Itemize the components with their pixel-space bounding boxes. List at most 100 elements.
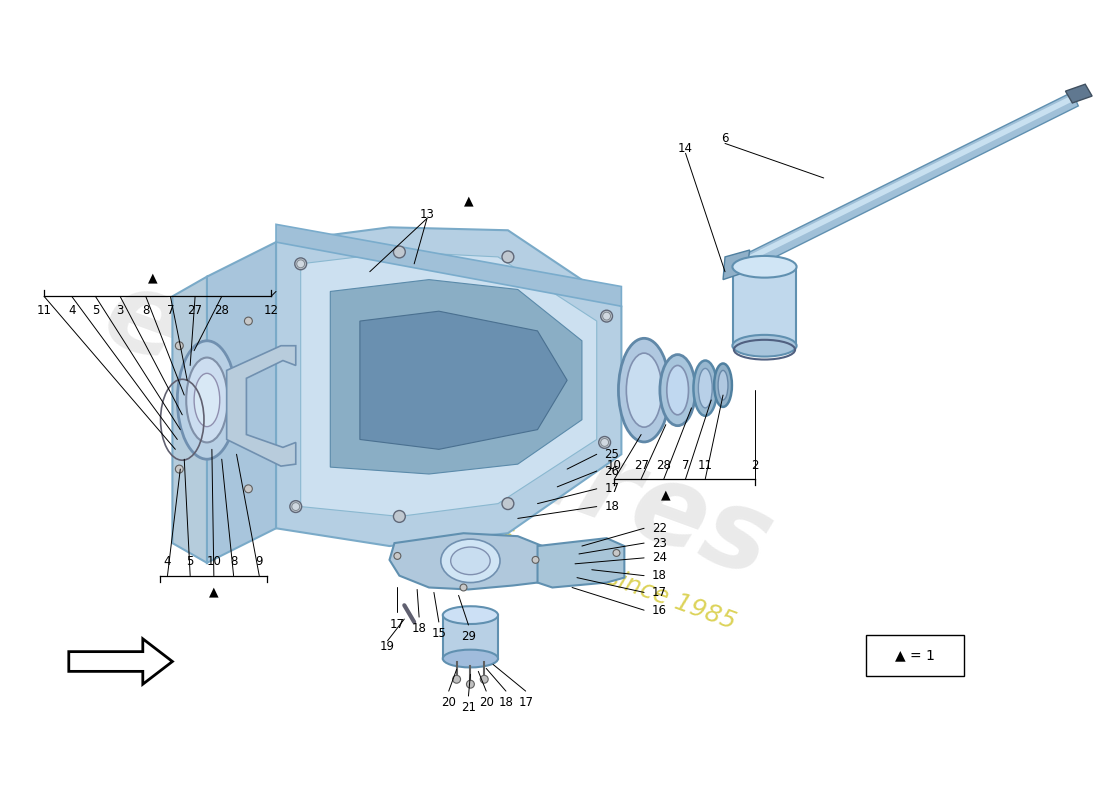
Circle shape: [292, 502, 299, 510]
Circle shape: [502, 251, 514, 263]
Polygon shape: [1066, 84, 1092, 103]
Text: 22: 22: [652, 522, 667, 534]
Ellipse shape: [177, 341, 236, 459]
Text: 29: 29: [461, 630, 476, 643]
Ellipse shape: [626, 353, 662, 427]
Circle shape: [394, 510, 405, 522]
Polygon shape: [733, 266, 796, 346]
Text: 24: 24: [652, 551, 667, 564]
Text: ▲: ▲: [209, 586, 219, 598]
Ellipse shape: [698, 369, 712, 408]
Text: 28: 28: [214, 304, 229, 317]
Text: 17: 17: [389, 618, 405, 630]
Polygon shape: [723, 250, 750, 280]
Text: 18: 18: [605, 500, 619, 513]
Text: 20: 20: [441, 697, 456, 710]
Ellipse shape: [618, 338, 670, 442]
Text: 18: 18: [652, 569, 667, 582]
Text: 18: 18: [498, 697, 514, 710]
Circle shape: [601, 438, 608, 446]
Ellipse shape: [451, 547, 491, 574]
Ellipse shape: [718, 370, 728, 400]
Text: 10: 10: [607, 458, 621, 472]
Circle shape: [244, 485, 252, 493]
Text: eurospares: eurospares: [90, 259, 788, 600]
Circle shape: [297, 260, 305, 268]
Text: 3: 3: [117, 304, 124, 317]
Circle shape: [502, 498, 514, 510]
Polygon shape: [330, 280, 582, 474]
Text: 28: 28: [657, 458, 671, 472]
Text: 10: 10: [207, 555, 221, 568]
Text: ▲: ▲: [661, 489, 671, 502]
Polygon shape: [173, 277, 207, 563]
Text: 26: 26: [605, 465, 619, 478]
Circle shape: [603, 312, 611, 320]
Text: 5: 5: [187, 555, 194, 568]
Ellipse shape: [660, 354, 695, 426]
Text: 14: 14: [678, 142, 693, 155]
Circle shape: [532, 557, 539, 563]
Text: 18: 18: [411, 622, 427, 635]
Text: 15: 15: [431, 627, 447, 640]
Text: 12: 12: [264, 304, 278, 317]
Polygon shape: [276, 224, 622, 306]
Text: ▲: ▲: [147, 271, 157, 285]
Ellipse shape: [733, 335, 796, 357]
Polygon shape: [276, 227, 622, 546]
Text: 27: 27: [188, 304, 202, 317]
Circle shape: [601, 310, 613, 322]
Text: 7: 7: [167, 304, 174, 317]
Ellipse shape: [441, 539, 500, 582]
Ellipse shape: [733, 256, 796, 278]
Polygon shape: [360, 311, 568, 450]
Text: 19: 19: [379, 640, 395, 654]
Polygon shape: [69, 639, 173, 684]
Text: ▲ = 1: ▲ = 1: [894, 649, 934, 662]
Text: 6: 6: [722, 132, 729, 145]
Ellipse shape: [443, 606, 498, 624]
Circle shape: [598, 437, 611, 448]
Text: 27: 27: [634, 458, 649, 472]
Text: 11: 11: [697, 458, 713, 472]
FancyBboxPatch shape: [866, 635, 964, 676]
Text: 7: 7: [682, 458, 690, 472]
Ellipse shape: [667, 366, 689, 415]
Text: 17: 17: [518, 697, 534, 710]
Circle shape: [613, 550, 620, 557]
Circle shape: [394, 553, 400, 559]
Text: 17: 17: [652, 586, 667, 599]
Text: 20: 20: [478, 697, 494, 710]
Polygon shape: [443, 615, 498, 658]
Text: 4: 4: [68, 304, 76, 317]
Polygon shape: [389, 534, 548, 590]
Polygon shape: [740, 95, 1076, 265]
Circle shape: [460, 584, 467, 591]
Text: 23: 23: [652, 537, 667, 550]
Polygon shape: [538, 538, 625, 587]
Text: 11: 11: [36, 304, 52, 317]
Text: 21: 21: [461, 702, 476, 714]
Circle shape: [175, 465, 184, 473]
Text: 25: 25: [605, 448, 619, 461]
Ellipse shape: [186, 358, 228, 442]
Circle shape: [244, 317, 252, 325]
Text: 8: 8: [142, 304, 150, 317]
Text: 8: 8: [230, 555, 238, 568]
Circle shape: [394, 246, 405, 258]
Circle shape: [289, 501, 301, 513]
Text: 5: 5: [91, 304, 99, 317]
Text: ▲: ▲: [463, 194, 473, 207]
Circle shape: [481, 675, 488, 683]
Circle shape: [453, 675, 461, 683]
Circle shape: [295, 258, 307, 270]
Text: 2: 2: [751, 458, 758, 472]
Ellipse shape: [693, 361, 717, 416]
Text: a passion for parts since 1985: a passion for parts since 1985: [376, 482, 739, 634]
Text: 17: 17: [605, 482, 619, 495]
Ellipse shape: [714, 363, 732, 407]
Polygon shape: [227, 346, 296, 466]
Circle shape: [175, 342, 184, 350]
Polygon shape: [300, 252, 596, 517]
Text: 16: 16: [652, 604, 667, 617]
